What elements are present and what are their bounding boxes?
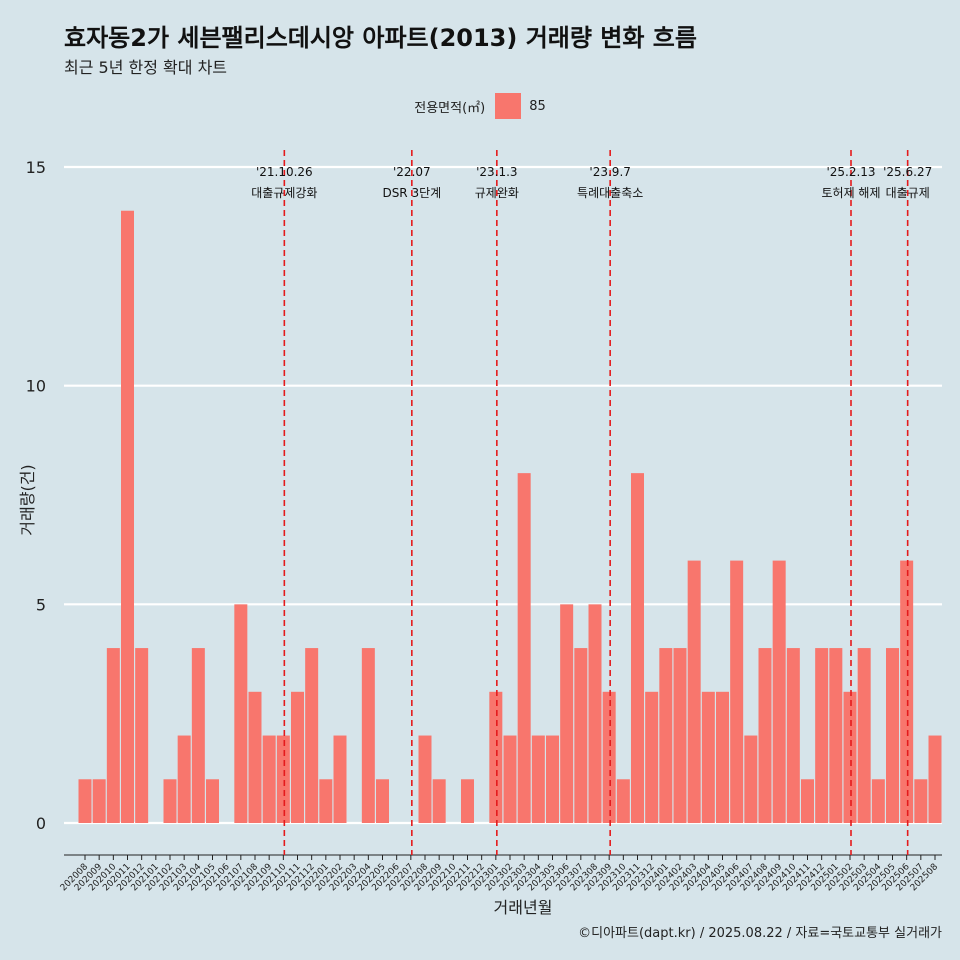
bar-202502 (843, 691, 857, 823)
y-axis-title: 거래량(건) (18, 464, 37, 535)
bar-202312 (645, 691, 659, 823)
event-date: '25.6.27 (883, 165, 932, 179)
bar-202205 (376, 779, 389, 823)
x-axis-title: 거래년월 (494, 898, 553, 917)
bar-202104 (191, 648, 205, 823)
bar-202305 (546, 735, 559, 823)
bar-202408 (758, 648, 772, 823)
bar-202010 (106, 648, 120, 823)
bar-202112 (305, 648, 319, 823)
legend-title: 전용면적(㎡) (414, 100, 486, 116)
event-label: DSR 3단계 (382, 186, 441, 200)
y-tick-label: 0 (36, 814, 46, 833)
bar-202407 (744, 735, 758, 823)
event-label: 대출규제강화 (251, 186, 317, 200)
bar-202211 (461, 779, 474, 823)
y-tick-label: 10 (26, 377, 46, 396)
legend: 전용면적(㎡) 85 (0, 93, 960, 119)
event-date: '23.9.7 (589, 165, 630, 179)
bar-202306 (560, 604, 574, 823)
bar-202503 (857, 648, 871, 823)
bar-202311 (631, 473, 644, 823)
bar-202406 (730, 560, 744, 823)
bar-202011 (121, 210, 134, 823)
bar-202302 (503, 735, 517, 823)
bar-202109 (262, 735, 276, 823)
event-label: 규제완화 (475, 186, 519, 200)
bar-202303 (517, 473, 531, 823)
event-date: '22.07 (393, 165, 431, 179)
bar-202009 (92, 779, 106, 823)
bar-202409 (772, 560, 786, 823)
bar-202405 (716, 691, 729, 823)
bar-202307 (574, 648, 588, 823)
bar-202410 (786, 648, 800, 823)
bar-202209 (432, 779, 446, 823)
legend-label-85: 85 (529, 98, 546, 114)
bar-202411 (801, 779, 814, 823)
bar-202208 (418, 735, 432, 823)
bar-202008 (78, 779, 92, 823)
bar-202507 (914, 779, 928, 823)
bar-202310 (616, 779, 630, 823)
bar-202309 (602, 691, 616, 823)
bar-202301 (489, 691, 503, 823)
bar-202108 (248, 691, 262, 823)
bar-202103 (177, 735, 191, 823)
bar-202401 (659, 648, 673, 823)
bar-202402 (673, 648, 687, 823)
y-tick-label: 15 (26, 158, 46, 177)
bar-202403 (687, 560, 701, 823)
bar-202202 (333, 735, 347, 823)
event-date: '21.10.26 (256, 165, 313, 179)
bar-202111 (291, 691, 304, 823)
event-date: '23.1.3 (476, 165, 517, 179)
bar-202501 (829, 648, 843, 823)
bar-202110 (276, 735, 290, 823)
event-date: '25.2.13 (826, 165, 875, 179)
bar-202105 (206, 779, 219, 823)
event-label: 특례대출축소 (577, 186, 643, 200)
bar-202505 (886, 648, 899, 823)
bar-202308 (588, 604, 602, 823)
chart-subtitle: 최근 5년 한정 확대 차트 (64, 58, 228, 77)
bar-202012 (135, 648, 149, 823)
bar-202412 (815, 648, 829, 823)
legend-swatch-85 (495, 93, 522, 119)
bar-202508 (928, 735, 942, 823)
event-label: 토허제 해제 (821, 186, 880, 200)
bar-202506 (900, 560, 914, 823)
bar-202107 (234, 604, 248, 823)
event-label: 대출규제 (886, 186, 930, 200)
bar-202504 (871, 779, 885, 823)
bar-202204 (361, 648, 375, 823)
source-caption: ©디아파트(dapt.kr) / 2025.08.22 / 자료=국토교통부 실… (578, 926, 942, 941)
y-tick-label: 5 (36, 595, 46, 614)
bar-202404 (701, 691, 715, 823)
bar-202304 (531, 735, 545, 823)
bar-202201 (319, 779, 333, 823)
bar-202102 (163, 779, 177, 823)
chart-title: 효자동2가 세븐팰리스데시앙 아파트(2013) 거래량 변화 흐름 (64, 24, 697, 52)
